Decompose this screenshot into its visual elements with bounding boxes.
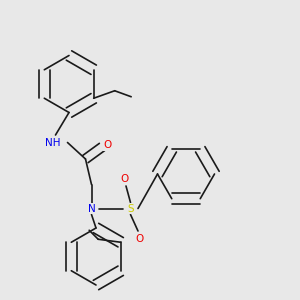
Text: N: N [88, 203, 95, 214]
Text: NH: NH [45, 137, 60, 148]
Text: O: O [104, 140, 112, 151]
Text: O: O [135, 233, 144, 244]
Text: O: O [120, 173, 129, 184]
Text: S: S [127, 203, 134, 214]
